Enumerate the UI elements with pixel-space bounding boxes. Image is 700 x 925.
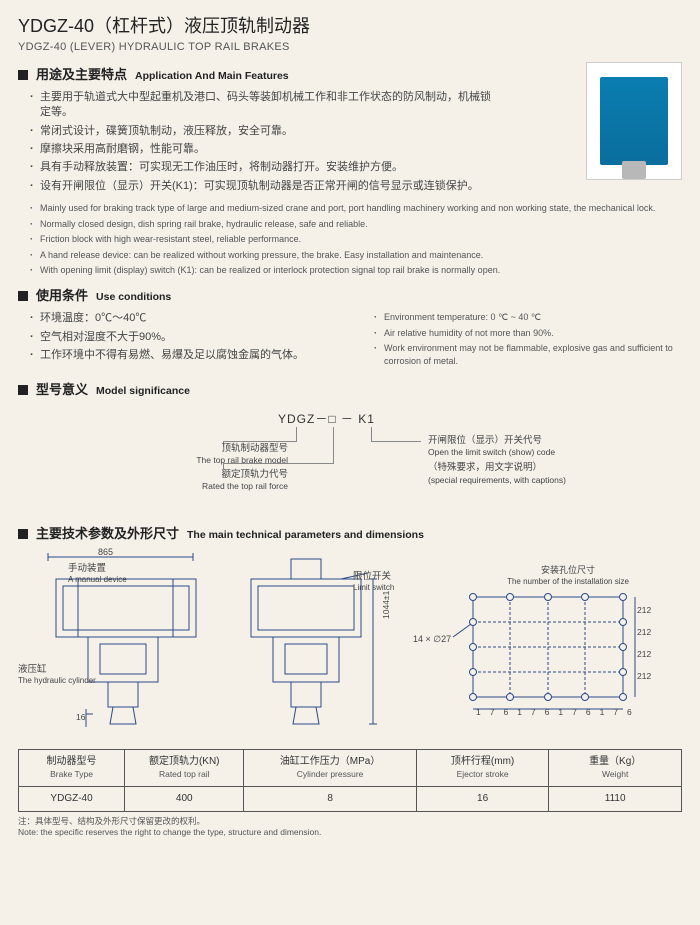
- section-heading-conditions: 使用条件 Use conditions: [18, 287, 682, 305]
- table-header-row: 制动器型号Brake Type 额定顶轨力(KN)Rated top rail …: [19, 750, 682, 787]
- table-cell: 1110: [549, 786, 682, 811]
- anno-en: The hydraulic cylinder: [18, 676, 96, 685]
- table-row: YDGZ-40 400 8 16 1110: [19, 786, 682, 811]
- label-sub-en: (special requirements, with captions): [428, 475, 648, 486]
- list-item: 具有手动释放装置：可实现无工作油压时，将制动器打开。安装维护方便。: [30, 160, 498, 175]
- heading-en: Use conditions: [96, 290, 171, 305]
- heading-cn: 主要技术参数及外形尺寸: [36, 525, 179, 543]
- section-heading-features: 用途及主要特点 Application And Main Features: [18, 66, 682, 84]
- list-item: Friction block with high wear-resistant …: [30, 233, 682, 246]
- list-item: 主要用于轨道式大中型起重机及港口、码头等装卸机械工作和非工作状态的防风制动，机械…: [30, 90, 498, 121]
- product-photo: [586, 62, 682, 180]
- list-item: Normally closed design, dish spring rail…: [30, 218, 682, 231]
- square-bullet-icon: [18, 70, 28, 80]
- conditions-columns: 环境温度：0℃～40℃ 空气相对湿度不大于90%。 工作环境中不得有易燃、易爆及…: [18, 311, 682, 370]
- drawing-side: 1044±1 限位开关 Limit switch: [233, 549, 403, 739]
- drawing-mounting: 安装孔位尺寸 The number of the installation si…: [413, 569, 673, 729]
- label-en: Rated the top rail force: [138, 481, 288, 492]
- heading-cn: 用途及主要特点: [36, 66, 127, 84]
- list-item: 环境温度：0℃～40℃: [30, 311, 338, 326]
- heading-cn: 型号意义: [36, 381, 88, 399]
- section-heading-params: 主要技术参数及外形尺寸 The main technical parameter…: [18, 525, 682, 543]
- label-cn: 开闸限位（显示）开关代号: [428, 435, 648, 447]
- label-sub-cn: （特殊要求，用文字说明）: [428, 462, 648, 474]
- list-item: 空气相对湿度不大于90%。: [30, 330, 338, 345]
- anno-cn: 手动装置: [68, 563, 106, 574]
- table-cell: 16: [416, 786, 549, 811]
- list-item: 摩擦块采用高耐磨钢，性能可靠。: [30, 142, 498, 157]
- anno-cn: 液压缸: [18, 664, 47, 675]
- label-cn: 额定顶轨力代号: [138, 469, 288, 481]
- drawing-front: 865 手动装置 A manual device 液压缸 The hydraul…: [18, 549, 223, 739]
- anno-en: Limit switch: [353, 583, 394, 592]
- list-item: With opening limit (display) switch (K1)…: [30, 264, 682, 277]
- footnote-en: Note: the specific reserves the right to…: [18, 827, 682, 838]
- model-diagram: YDGZ－□ － K1 顶轨制动器型号 The top rail brake m…: [18, 405, 682, 515]
- list-item: Work environment may not be flammable, e…: [374, 342, 682, 367]
- table-cell: 8: [244, 786, 416, 811]
- title-en: YDGZ-40 (LEVER) HYDRAULIC TOP RAIL BRAKE…: [18, 40, 682, 55]
- table-cell: YDGZ-40: [19, 786, 125, 811]
- anno-cn: 安装孔位尺寸: [541, 565, 595, 575]
- list-item: Environment temperature: 0 ℃ ~ 40 ℃: [374, 311, 682, 324]
- list-item: Mainly used for braking track type of la…: [30, 202, 682, 215]
- table-header: 额定顶轨力(KN)Rated top rail: [125, 750, 244, 787]
- footnote: 注：具体型号、结构及外形尺寸保留更改的权利。 Note: the specifi…: [18, 816, 682, 838]
- list-item: 设有开闸限位（显示）开关(K1)：可实现顶轨制动器是否正常开闸的信号显示或连锁保…: [30, 179, 498, 194]
- anno-en: The number of the installation size: [507, 577, 629, 586]
- table-cell: 400: [125, 786, 244, 811]
- square-bullet-icon: [18, 529, 28, 539]
- conditions-list-en: Environment temperature: 0 ℃ ~ 40 ℃ Air …: [362, 311, 682, 370]
- features-section: 用途及主要特点 Application And Main Features 主要…: [18, 66, 682, 278]
- square-bullet-icon: [18, 385, 28, 395]
- model-code: YDGZ－□ － K1: [278, 411, 375, 428]
- title-cn: YDGZ-40（杠杆式）液压顶轨制动器: [18, 14, 682, 39]
- drawing-svg: [413, 569, 673, 729]
- anno-en: A manual device: [68, 575, 127, 584]
- list-item: A hand release device: can be realized w…: [30, 249, 682, 262]
- table-header: 油缸工作压力（MPa）Cylinder pressure: [244, 750, 416, 787]
- list-item: 常闭式设计，碟簧顶轨制动，液压释放，安全可靠。: [30, 124, 498, 139]
- table-header: 制动器型号Brake Type: [19, 750, 125, 787]
- parameters-table: 制动器型号Brake Type 额定顶轨力(KN)Rated top rail …: [18, 749, 682, 812]
- conditions-list-cn: 环境温度：0℃～40℃ 空气相对湿度不大于90%。 工作环境中不得有易燃、易爆及…: [18, 311, 338, 370]
- features-list-en: Mainly used for braking track type of la…: [18, 202, 682, 277]
- label-en: The top rail brake model: [138, 455, 288, 466]
- footnote-cn: 注：具体型号、结构及外形尺寸保留更改的权利。: [18, 816, 682, 827]
- heading-cn: 使用条件: [36, 287, 88, 305]
- list-item: 工作环境中不得有易燃、易爆及足以腐蚀金属的气体。: [30, 348, 338, 363]
- technical-drawings: 865 手动装置 A manual device 液压缸 The hydraul…: [18, 549, 682, 739]
- heading-en: Application And Main Features: [135, 69, 289, 84]
- label-cn: 顶轨制动器型号: [138, 443, 288, 455]
- heading-en: Model significance: [96, 384, 190, 399]
- features-list-cn: 主要用于轨道式大中型起重机及港口、码头等装卸机械工作和非工作状态的防风制动，机械…: [18, 90, 498, 194]
- table-header: 顶杆行程(mm)Ejector stroke: [416, 750, 549, 787]
- table-header: 重量（Kg）Weight: [549, 750, 682, 787]
- anno-cn: 限位开关: [353, 571, 391, 582]
- heading-en: The main technical parameters and dimens…: [187, 528, 424, 543]
- section-heading-model: 型号意义 Model significance: [18, 381, 682, 399]
- square-bullet-icon: [18, 291, 28, 301]
- list-item: Air relative humidity of not more than 9…: [374, 327, 682, 340]
- label-en: Open the limit switch (show) code: [428, 447, 648, 458]
